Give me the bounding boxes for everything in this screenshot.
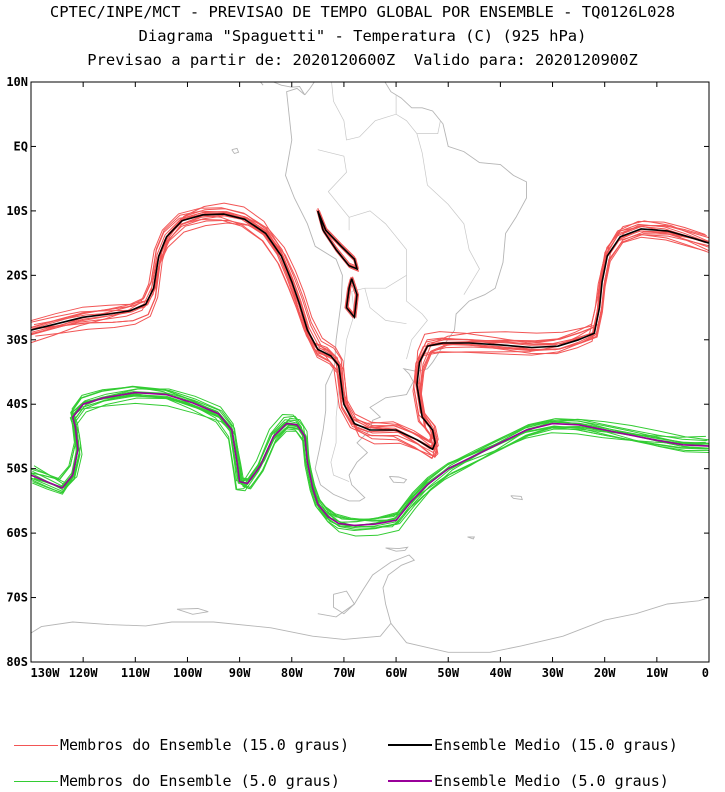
member-15-andes-line bbox=[344, 278, 356, 319]
legend-item-mean-15: Ensemble Medio (15.0 graus) bbox=[388, 736, 678, 754]
lat-tick-label: 40S bbox=[6, 397, 28, 411]
member-5-line bbox=[31, 395, 709, 522]
legend-item-members-5: Membros do Ensemble (5.0 graus) bbox=[14, 772, 340, 790]
legend-label-members-5: Membros do Ensemble (5.0 graus) bbox=[60, 772, 340, 790]
ensemble-mean-15-andes-line bbox=[317, 210, 359, 271]
legend-label-mean-5: Ensemble Medio (5.0 graus) bbox=[434, 772, 669, 790]
lon-tick-label: 50W bbox=[437, 666, 459, 680]
title-line-2: Diagrama "Spaguetti" - Temperatura (C) (… bbox=[138, 27, 587, 45]
member-5-line bbox=[31, 402, 709, 528]
south-orkney bbox=[467, 536, 476, 540]
south-shetland bbox=[385, 546, 409, 552]
lat-tick-label: EQ bbox=[14, 139, 28, 153]
lon-tick-label: 120W bbox=[69, 666, 99, 680]
legend-swatch-members-15 bbox=[14, 744, 58, 746]
country-border bbox=[330, 291, 355, 482]
member-15-line bbox=[31, 208, 709, 449]
south-georgia bbox=[510, 495, 523, 501]
member-5-line bbox=[34, 393, 706, 528]
members-15-layer bbox=[31, 202, 709, 459]
member-15-line bbox=[32, 214, 707, 447]
title-line-1: CPTEC/INPE/MCT - PREVISAO DE TEMPO GLOBA… bbox=[49, 3, 676, 21]
legend-item-mean-5: Ensemble Medio (5.0 graus) bbox=[388, 772, 669, 790]
member-5-line bbox=[31, 394, 709, 521]
member-15-line bbox=[34, 213, 706, 458]
lat-tick-label: 70S bbox=[6, 591, 28, 605]
ensemble-mean-5-line bbox=[31, 391, 709, 527]
lon-tick-label: 20W bbox=[594, 666, 616, 680]
lon-tick-label: 60W bbox=[385, 666, 407, 680]
thurston-island bbox=[176, 608, 209, 615]
lat-tick-label: 10N bbox=[6, 75, 28, 89]
member-15-andes-line bbox=[318, 210, 360, 270]
map-frame bbox=[30, 81, 710, 663]
member-5-line bbox=[31, 388, 709, 526]
member-15-line bbox=[31, 211, 709, 454]
lon-tick-label: 70W bbox=[333, 666, 355, 680]
falklands bbox=[388, 475, 408, 484]
legend-swatch-members-5 bbox=[14, 780, 58, 782]
lon-tick-label: 90W bbox=[229, 666, 251, 680]
country-border bbox=[331, 82, 360, 141]
lat-tick-label: 30S bbox=[6, 333, 28, 347]
country-border bbox=[416, 133, 480, 295]
lon-tick-label: 30W bbox=[542, 666, 564, 680]
legend-label-mean-15: Ensemble Medio (15.0 graus) bbox=[434, 736, 678, 754]
lon-tick-label: 100W bbox=[173, 666, 203, 680]
lat-tick-label: 50S bbox=[6, 462, 28, 476]
member-5-line bbox=[31, 395, 709, 528]
chart-title-block: CPTEC/INPE/MCT - PREVISAO DE TEMPO GLOBA… bbox=[0, 0, 725, 72]
legend-swatch-mean-5 bbox=[388, 780, 432, 782]
member-5-line bbox=[32, 385, 707, 523]
member-15-line bbox=[31, 210, 709, 450]
member-5-line bbox=[31, 392, 709, 531]
title-line-3: Previsao a partir de: 2020120600Z Valido… bbox=[87, 51, 638, 69]
weddell-sea-coast bbox=[390, 597, 709, 653]
member-15-line bbox=[33, 219, 706, 450]
galapagos bbox=[231, 147, 240, 155]
member-15-line bbox=[35, 214, 705, 458]
country-border bbox=[406, 275, 428, 360]
legend: Membros do Ensemble (15.0 graus) Ensembl… bbox=[0, 728, 725, 792]
central-america-coast bbox=[259, 82, 306, 96]
country-border bbox=[364, 288, 407, 325]
lon-tick-label: 110W bbox=[121, 666, 151, 680]
lon-tick-label: 130W bbox=[31, 666, 61, 680]
country-border bbox=[348, 210, 407, 292]
lon-tick-label: 40W bbox=[490, 666, 512, 680]
lon-tick-label: 10W bbox=[646, 666, 668, 680]
legend-item-members-15: Membros do Ensemble (15.0 graus) bbox=[14, 736, 349, 754]
member-5-line bbox=[32, 394, 709, 530]
ensemble-mean-15-andes-line bbox=[345, 278, 358, 320]
lat-tick-label: 20S bbox=[6, 268, 28, 282]
member-5-line bbox=[31, 388, 709, 520]
country-border bbox=[359, 113, 441, 138]
legend-swatch-mean-15 bbox=[388, 744, 432, 746]
members-5-layer bbox=[31, 385, 709, 537]
alexander-island bbox=[333, 590, 355, 615]
antarctic-peninsula bbox=[31, 554, 416, 640]
member-15-line bbox=[31, 219, 709, 442]
lat-tick-label: 60S bbox=[6, 526, 28, 540]
coastline-layer bbox=[31, 82, 709, 653]
lat-tick-label: 10S bbox=[6, 204, 28, 218]
ensemble-mean-layer bbox=[31, 210, 709, 527]
member-15-andes-line bbox=[317, 212, 358, 272]
legend-label-members-15: Membros do Ensemble (15.0 graus) bbox=[60, 736, 349, 754]
member-5-line bbox=[33, 397, 708, 537]
ensemble-mean-15-line bbox=[31, 213, 709, 451]
member-15-line bbox=[31, 207, 709, 458]
lat-tick-label: 80S bbox=[6, 655, 28, 669]
lon-tick-label: 80W bbox=[281, 666, 303, 680]
lon-tick-label: 0 bbox=[702, 666, 709, 680]
member-15-line bbox=[35, 202, 707, 459]
member-5-line bbox=[31, 391, 709, 527]
member-5-line bbox=[33, 386, 706, 521]
